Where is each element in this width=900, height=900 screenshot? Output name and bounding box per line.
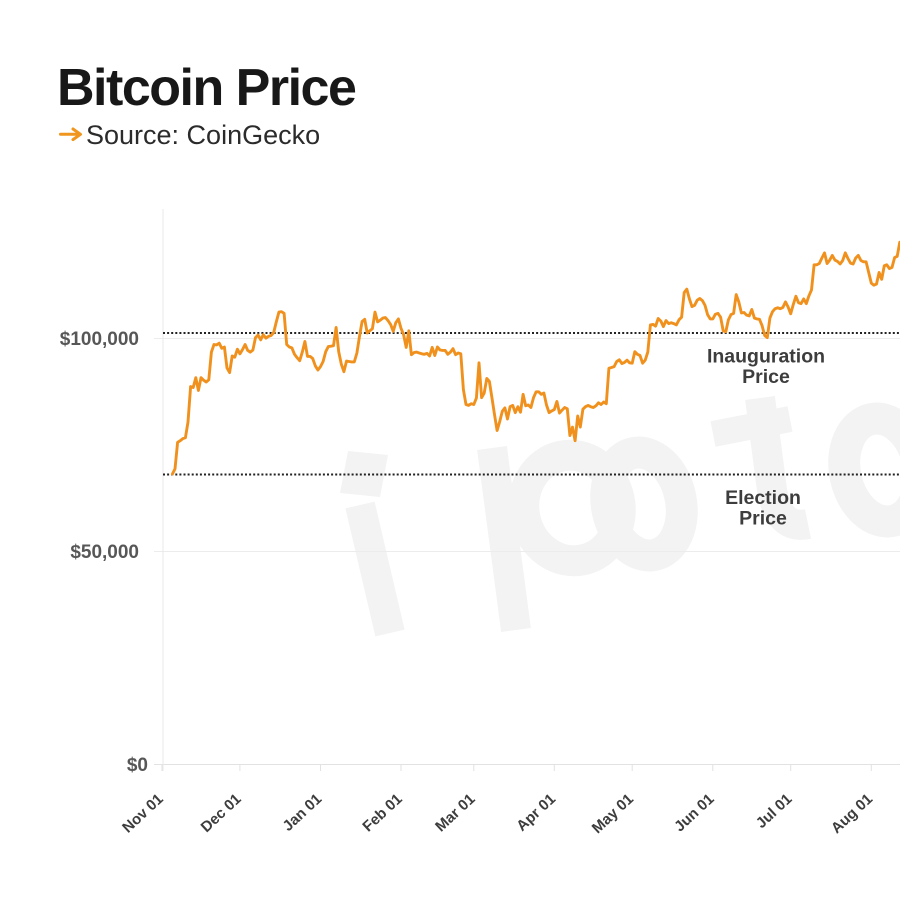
- svg-text:Dec 01: Dec 01: [198, 790, 245, 835]
- svg-text:May 01: May 01: [589, 790, 637, 837]
- svg-text:$50,000: $50,000: [70, 542, 139, 563]
- svg-text:Feb 01: Feb 01: [359, 790, 405, 835]
- svg-text:Jul 01: Jul 01: [753, 790, 796, 831]
- svg-text:Price: Price: [739, 508, 787, 530]
- svg-text:Inauguration: Inauguration: [707, 346, 825, 368]
- svg-text:Jun 01: Jun 01: [671, 790, 717, 835]
- svg-text:Jan 01: Jan 01: [279, 790, 325, 834]
- svg-text:$0: $0: [127, 755, 148, 776]
- svg-text:Aug 01: Aug 01: [828, 790, 876, 837]
- svg-text:Nov 01: Nov 01: [119, 790, 167, 836]
- svg-text:Apr 01: Apr 01: [513, 790, 559, 834]
- svg-text:Mar 01: Mar 01: [432, 790, 478, 835]
- svg-text:Election: Election: [725, 487, 801, 509]
- svg-text:$100,000: $100,000: [60, 329, 139, 350]
- svg-text:Price: Price: [742, 366, 790, 388]
